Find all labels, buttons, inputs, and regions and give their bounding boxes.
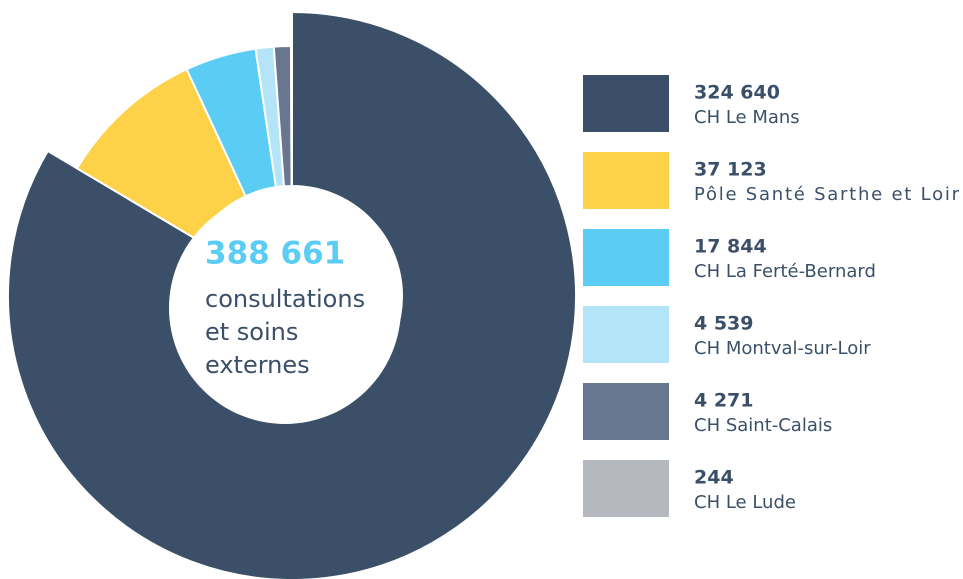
center-line: externes <box>205 351 310 379</box>
donut <box>7 10 577 579</box>
center-total: 388 661 <box>205 236 345 272</box>
legend-label: Pôle Santé Sarthe et Loir <box>694 184 960 205</box>
center-line: et soins <box>205 318 298 346</box>
center-line: consultations <box>205 285 365 313</box>
legend-value: 4 271 <box>694 390 754 412</box>
legend-value: 17 844 <box>694 236 767 258</box>
legend-swatch <box>583 75 669 132</box>
legend-value: 244 <box>694 467 734 489</box>
donut-hole <box>169 192 401 424</box>
legend-label: CH Montval-sur-Loir <box>694 338 871 359</box>
legend-swatch <box>583 460 669 517</box>
legend-swatch <box>583 229 669 286</box>
legend-value: 37 123 <box>694 159 767 181</box>
center-text: consultations et soins externes <box>205 285 365 379</box>
legend: 324 640 CH Le Mans 37 123 Pôle Santé Sarthe… <box>583 75 960 517</box>
legend-swatch <box>583 306 669 363</box>
legend-swatch <box>583 152 669 209</box>
legend-swatch <box>583 383 669 440</box>
legend-label: CH La Ferté-Bernard <box>694 261 876 282</box>
legend-value: 4 539 <box>694 313 754 335</box>
legend-label: CH Le Mans <box>694 107 800 128</box>
slice <box>290 44 293 188</box>
legend-value: 324 640 <box>694 82 780 104</box>
legend-label: CH Le Lude <box>694 492 796 513</box>
legend-label: CH Saint-Calais <box>694 415 832 436</box>
